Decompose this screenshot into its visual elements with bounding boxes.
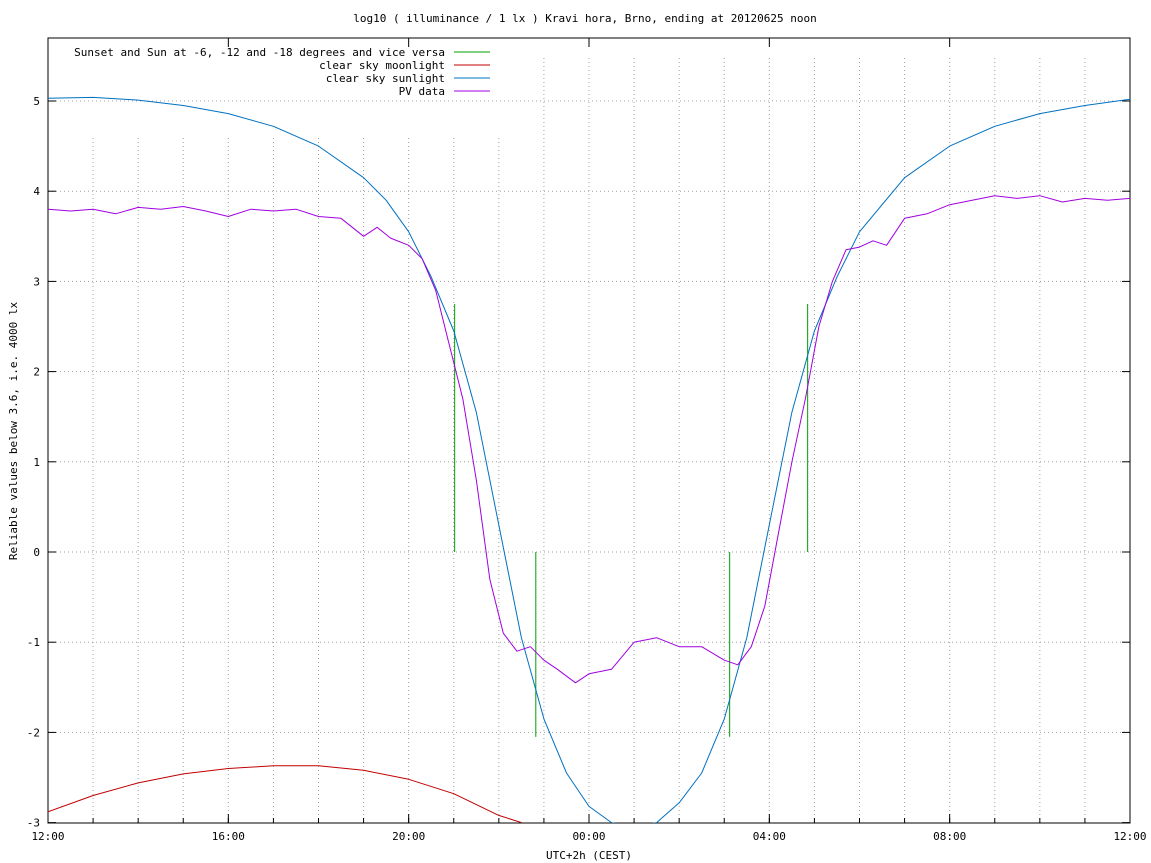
series-line-3 <box>48 195 1130 684</box>
y-tick-label: -3 <box>27 817 40 830</box>
grid-lines <box>48 55 1130 823</box>
legend: Sunset and Sun at -6, -12 and -18 degree… <box>74 46 490 98</box>
x-tick-label: 20:00 <box>392 830 425 843</box>
series-layer <box>48 96 1130 823</box>
x-tick-label: 12:00 <box>1113 830 1146 843</box>
y-tick-label: 2 <box>33 366 40 379</box>
x-axis-label: UTC+2h (CEST) <box>546 849 632 862</box>
series-line-2 <box>48 96 1130 823</box>
series-line-1 <box>48 765 522 823</box>
chart-title: log10 ( illuminance / 1 lx ) Kravi hora,… <box>353 12 817 25</box>
y-tick-label: 3 <box>33 275 40 288</box>
y-tick-label: 5 <box>33 95 40 108</box>
x-tick-label: 00:00 <box>572 830 605 843</box>
x-tick-label: 04:00 <box>753 830 786 843</box>
legend-label: Sunset and Sun at -6, -12 and -18 degree… <box>74 46 445 59</box>
y-tick-label: -2 <box>27 726 40 739</box>
legend-label: clear sky sunlight <box>326 72 445 85</box>
legend-label: clear sky moonlight <box>319 59 445 72</box>
y-tick-label: 0 <box>33 546 40 559</box>
y-tick-label: 4 <box>33 185 40 198</box>
y-axis-label: Reliable values below 3.6, i.e. 4000 lx <box>7 301 20 560</box>
y-tick-label: 1 <box>33 456 40 469</box>
y-tick-label: -1 <box>27 636 40 649</box>
x-tick-label: 16:00 <box>212 830 245 843</box>
axis-ticks: -3 -2 -1 0 1 2 3 4 5 12:00 16:00 20:00 00:00 04:00 08:… <box>27 38 1147 843</box>
legend-label: PV data <box>399 85 445 98</box>
x-tick-label: 08:00 <box>933 830 966 843</box>
x-tick-label: 12:00 <box>31 830 64 843</box>
